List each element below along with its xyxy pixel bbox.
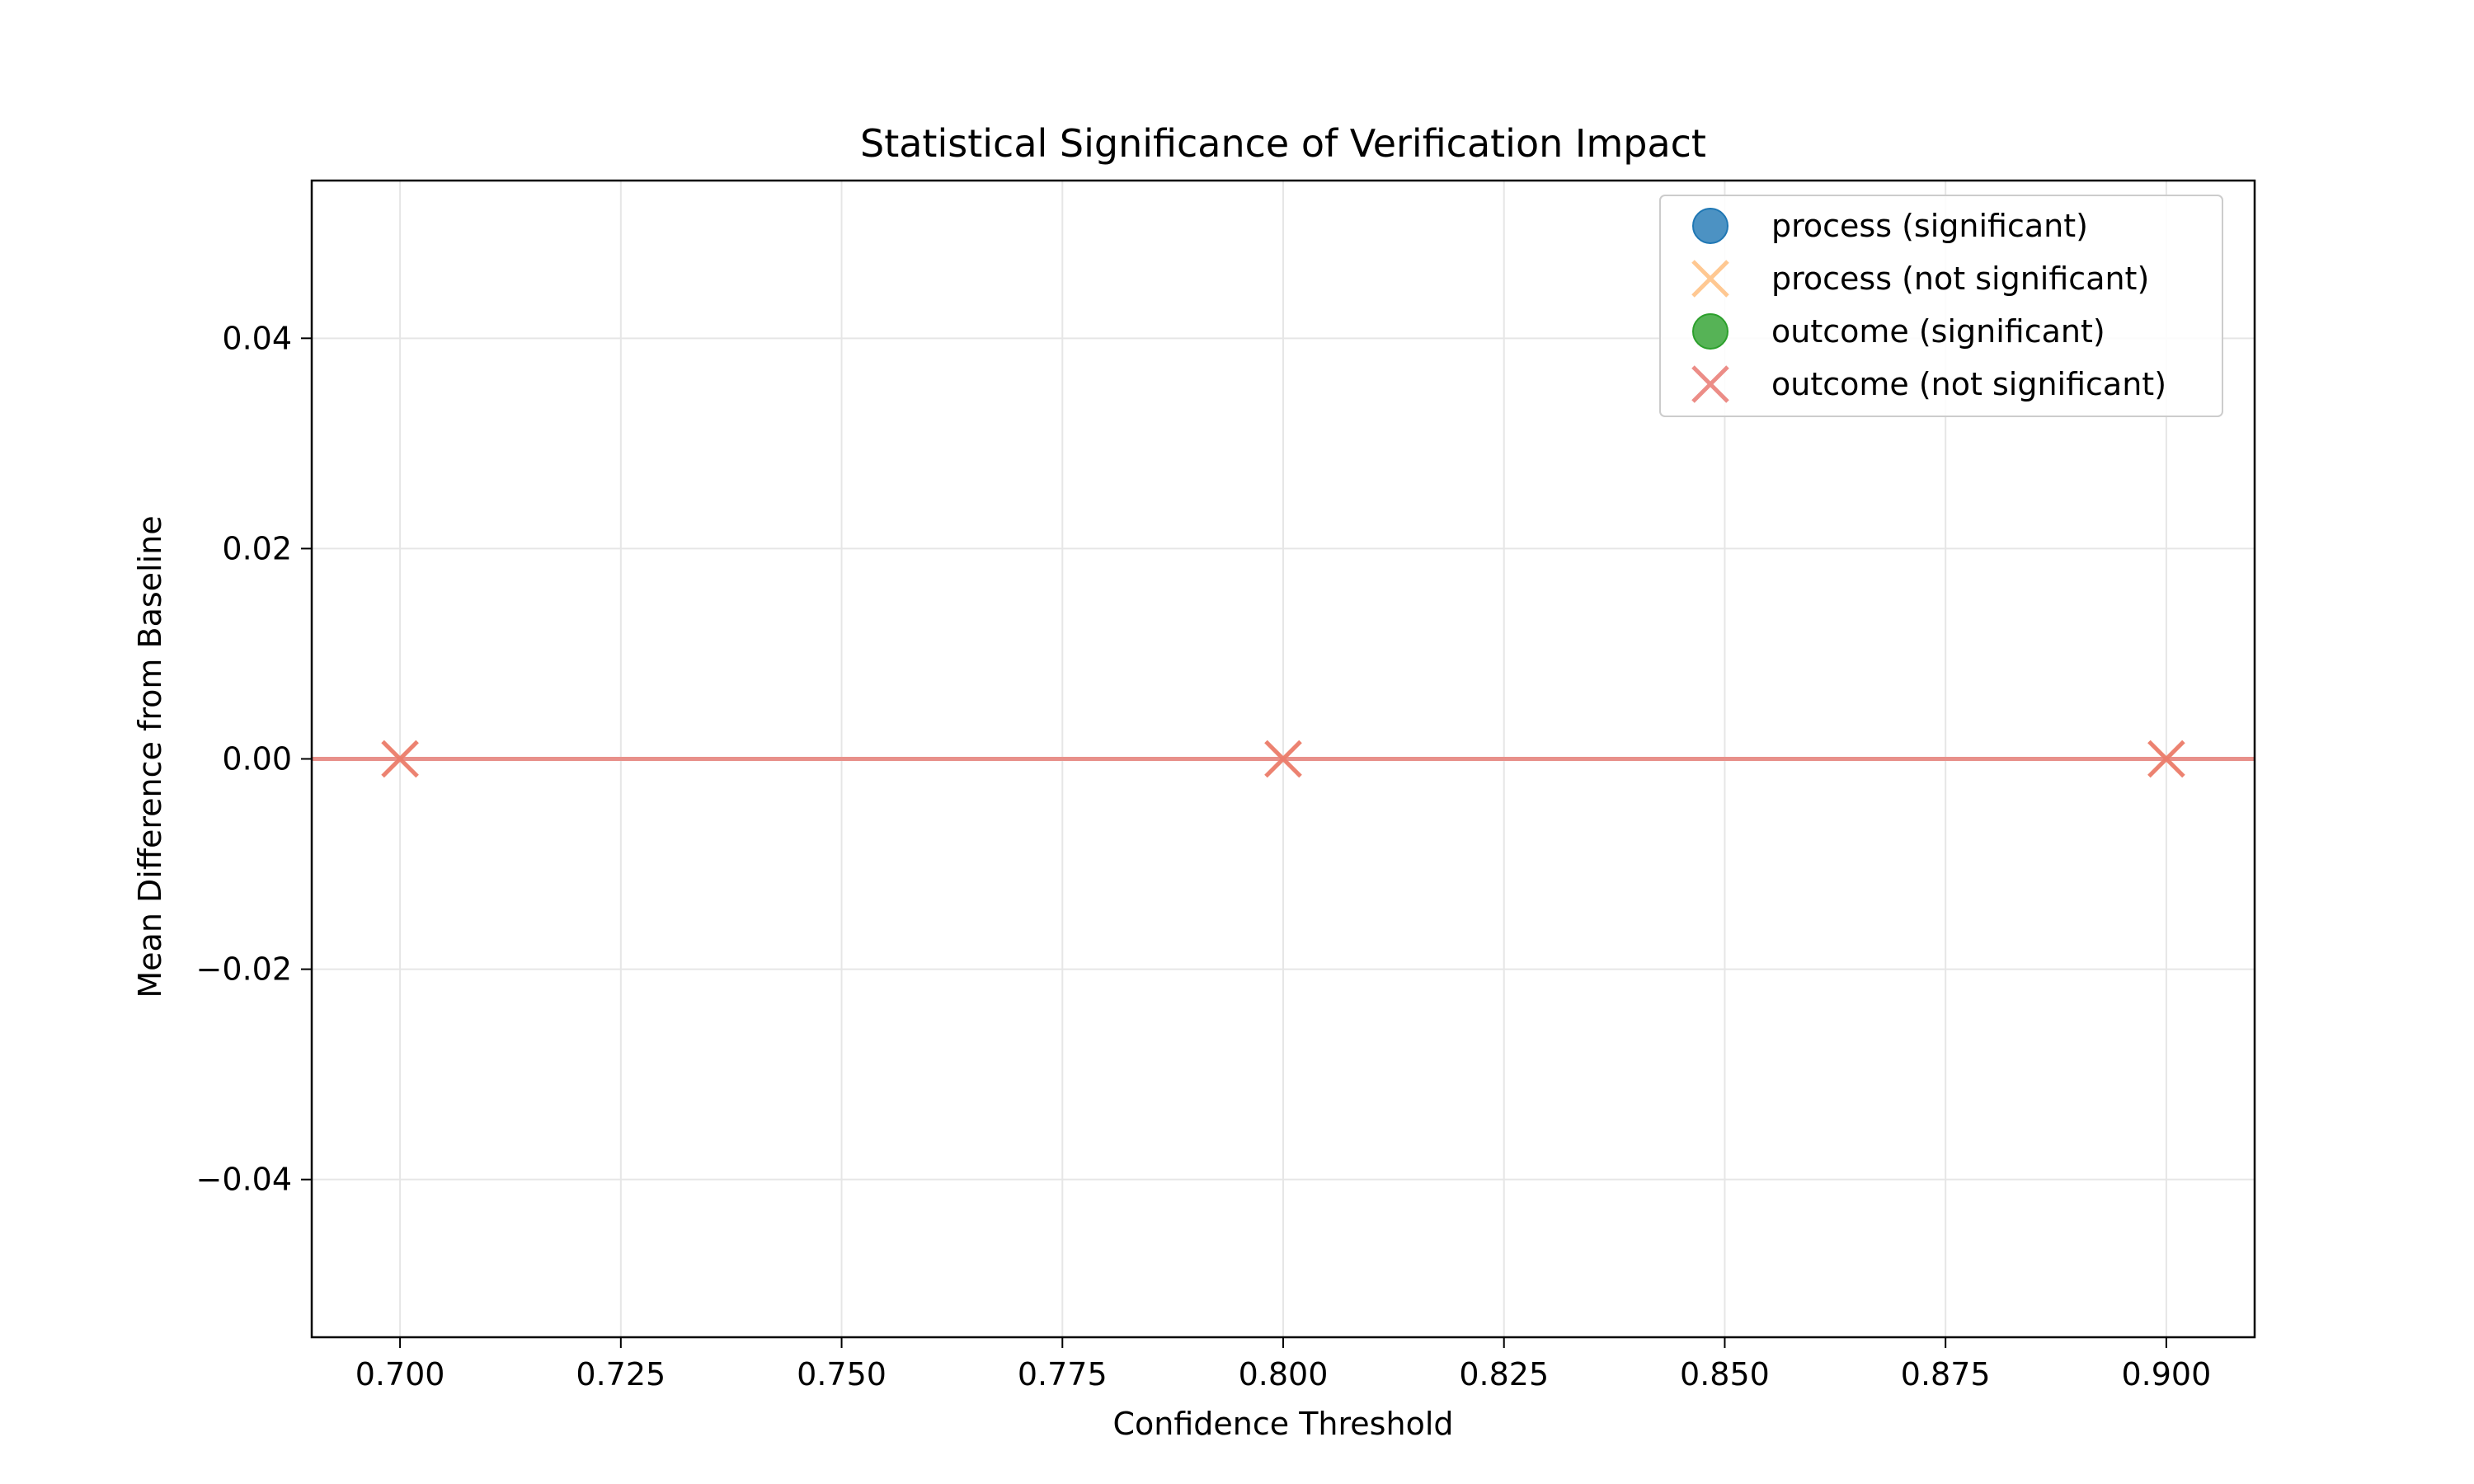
x-tick-label: 0.775 [1018,1356,1108,1392]
x-tick-label: 0.750 [797,1356,887,1392]
legend-marker [1691,365,1729,403]
legend-marker [1692,208,1729,244]
data-point [1264,740,1302,778]
legend-marker [1692,313,1729,350]
y-axis-title: Mean Difference from Baseline [132,515,168,998]
legend-item: outcome (significant) [1692,313,2105,350]
x-tick-label: 0.700 [355,1356,445,1392]
legend-item: process (not significant) [1691,260,2149,298]
y-tick-label: 0.02 [222,530,292,566]
legend-label: process (significant) [1771,208,2088,244]
x-axis-title: Confidence Threshold [1112,1406,1453,1442]
data-markers [381,740,2185,778]
legend-marker [1691,260,1729,298]
legend-box [1659,195,2223,417]
data-point [2147,740,2185,778]
axis-ticks: 0.700 0.725 0.750 0.775 0.800 0.825 0.850 0.875… [196,320,2212,1392]
y-tick-label: 0.04 [222,320,292,356]
y-tick-label: 0.00 [222,741,292,777]
legend-item: outcome (not significant) [1691,365,2166,403]
legend: process (significant) process (not signif… [1659,195,2223,417]
x-tick-label: 0.825 [1459,1356,1549,1392]
y-tick-label: −0.04 [196,1162,292,1198]
legend-label: outcome (significant) [1771,313,2105,350]
legend-label: outcome (not significant) [1771,366,2166,402]
x-tick-label: 0.875 [1901,1356,1991,1392]
legend-label: process (not significant) [1771,261,2149,297]
y-tick-label: −0.02 [196,951,292,988]
chart-title: Statistical Significance of Verification… [860,121,1706,166]
legend-item: process (significant) [1692,208,2088,244]
x-tick-label: 0.850 [1680,1356,1770,1392]
data-point [381,740,419,778]
x-tick-label: 0.900 [2122,1356,2212,1392]
x-tick-label: 0.800 [1239,1356,1329,1392]
x-tick-label: 0.725 [576,1356,666,1392]
